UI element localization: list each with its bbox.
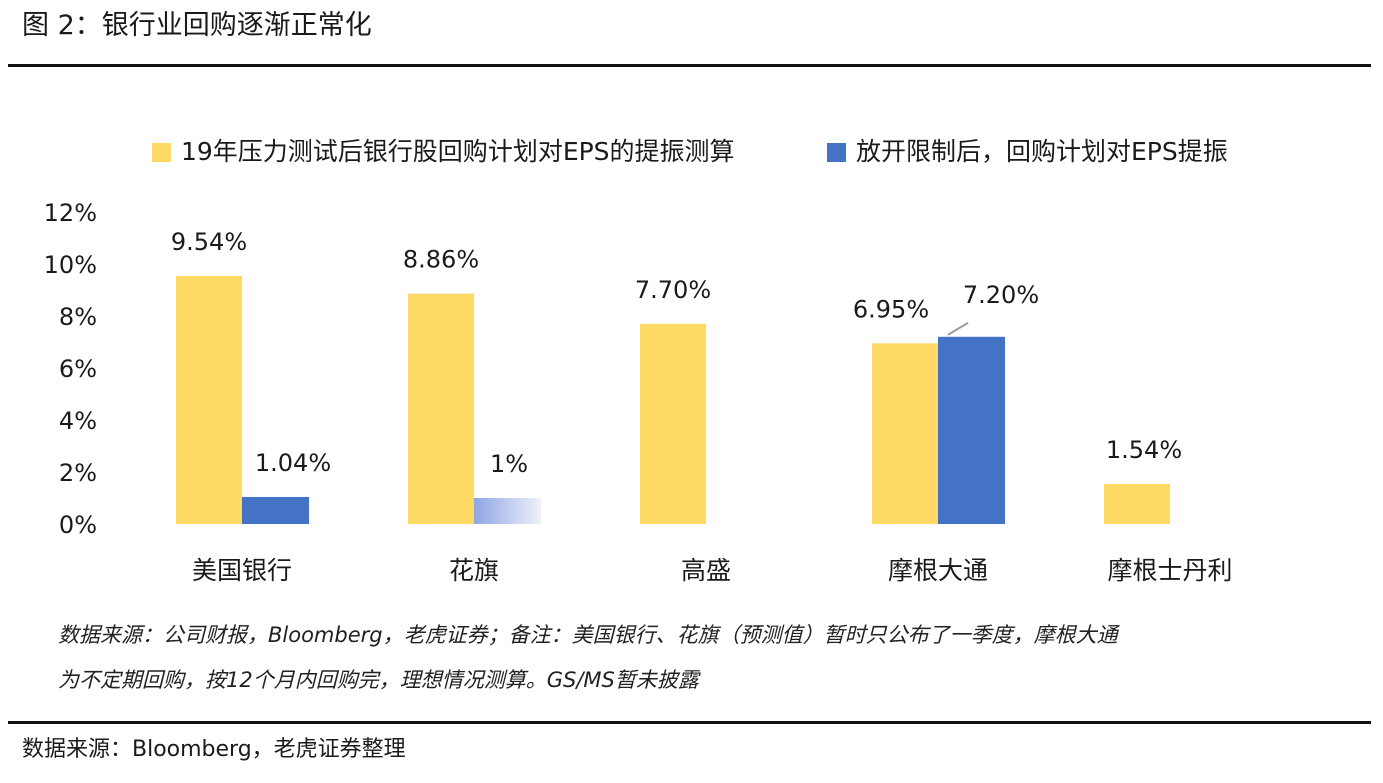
y-tick-label: 8% [59,303,97,331]
y-tick-label: 2% [59,459,97,487]
bar-series-2 [474,498,541,524]
y-tick-label: 0% [59,511,97,539]
legend-item-series-1: 19年压力测试后银行股回购计划对EPS的提振测算 [152,132,735,172]
bar-series-1 [640,323,706,524]
label-leader-line [947,321,969,336]
bar-series-1 [408,293,474,524]
top-rule [8,64,1371,67]
bar-series-1 [872,343,938,524]
x-category-label: 花旗 [449,556,499,585]
data-label-series-2: 7.20% [963,281,1039,309]
data-label-series-2: 1% [490,450,528,478]
bottom-rule [8,721,1371,724]
x-category-label: 摩根士丹利 [1107,556,1232,585]
y-tick-label: 4% [59,407,97,435]
bar-series-2 [242,496,309,524]
x-category-label: 美国银行 [192,556,292,585]
bar-series-2 [938,336,1005,524]
x-category-label: 高盛 [681,556,731,585]
data-label-series-1: 7.70% [635,276,711,304]
data-label-series-1: 1.54% [1106,436,1182,464]
legend-swatch-series-2 [827,142,846,162]
data-label-series-2: 1.04% [255,449,331,477]
legend-label-series-1: 19年压力测试后银行股回购计划对EPS的提振测算 [181,137,735,166]
y-tick-label: 6% [59,355,97,383]
x-axis: 美国银行 花旗 高盛 摩根大通 摩根士丹利 [192,556,1233,585]
legend-item-series-2: 放开限制后，回购计划对EPS提振 [827,132,1228,172]
x-category-label: 摩根大通 [888,556,988,585]
legend-label-series-2: 放开限制后，回购计划对EPS提振 [856,137,1228,166]
y-axis: 0% 2% 4% 6% 8% 10% 12% [44,199,97,539]
data-label-series-1: 9.54% [171,228,247,256]
data-label-series-1: 6.95% [853,295,929,323]
legend-swatch-series-1 [152,142,171,162]
y-tick-label: 12% [44,199,97,227]
figure-title: 图 2：银行业回购逐渐正常化 [22,10,372,41]
bar-series-1 [176,275,242,524]
bar-series-1 [1104,483,1170,524]
bars: 9.54% 1.04% 8.86% 1% 7.70% 6.95% 7.20% 1.54% [171,228,1182,524]
data-label-series-1: 8.86% [403,246,479,274]
chart-note: 数据来源：公司财报，Bloomberg，老虎证券；备注：美国银行、花旗（预测值）… [58,623,1118,692]
source-text: 数据来源：Bloomberg，老虎证券整理 [22,737,406,762]
y-tick-label: 10% [44,251,97,279]
